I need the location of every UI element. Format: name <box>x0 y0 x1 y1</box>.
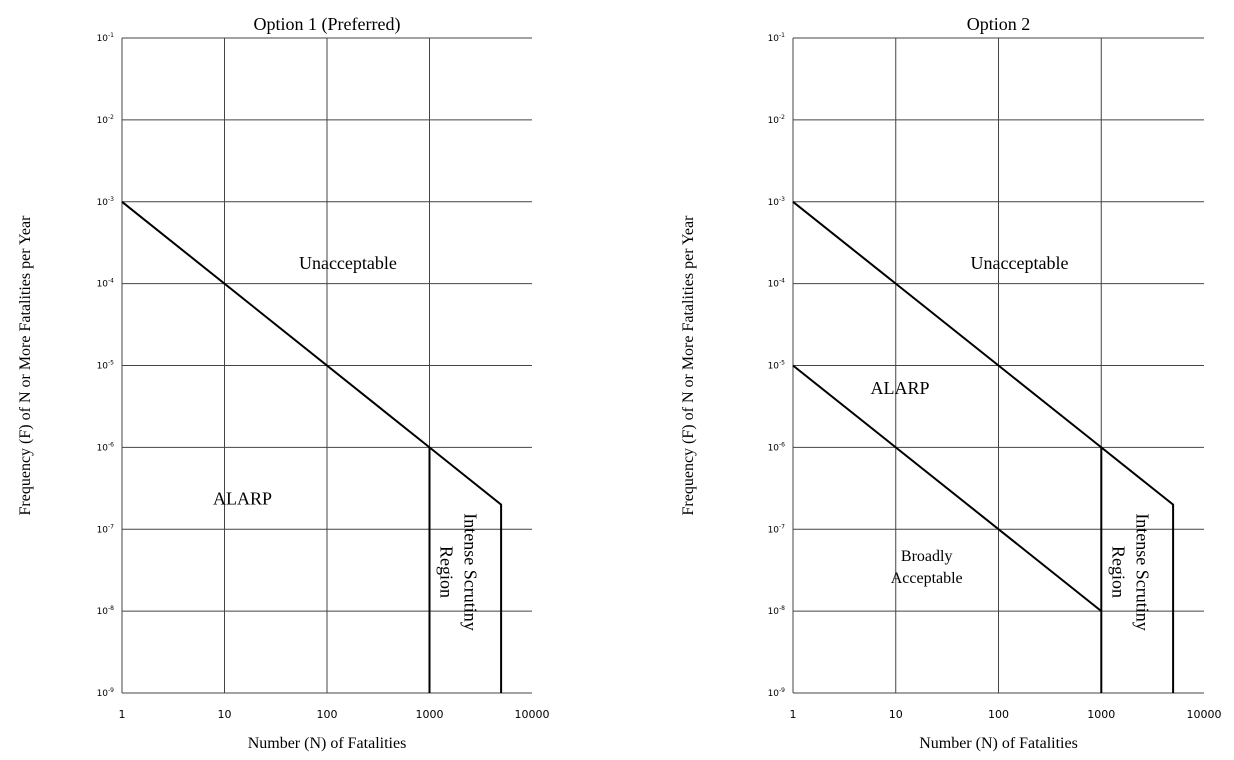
chart-2-y-axis-label: Frequency (F) of N or More Fatalities pe… <box>680 215 697 516</box>
chart-1-y-tick-label: 10-6 <box>97 441 115 453</box>
chart-1-y-axis-label: Frequency (F) of N or More Fatalities pe… <box>17 215 34 516</box>
chart-1-y-tick-label: 10-4 <box>97 278 115 290</box>
chart-1-region-intense-scrutiny-region: Intense ScrutinyRegion <box>437 513 481 630</box>
chart-2-y-tick-label: 10-6 <box>768 441 786 453</box>
chart-1-region-alarp: ALARP <box>213 489 272 509</box>
chart-1-x-tick-label: 10 <box>218 708 232 721</box>
chart-1-y-tick-label: 10-8 <box>97 605 115 617</box>
chart-2-x-axis-label: Number (N) of Fatalities <box>919 735 1078 752</box>
chart-1-x-tick-label: 10000 <box>515 708 550 721</box>
chart-2-criterion-line-1 <box>792 201 1175 693</box>
chart-2-criterion-line-2 <box>792 364 1102 612</box>
chart-1-y-tick-label: 10-2 <box>97 114 115 126</box>
chart-1-x-axis-label: Number (N) of Fatalities <box>248 735 407 752</box>
chart-2-x-tick-label: 10 <box>889 708 903 721</box>
chart-2-y-tick-label: 10-3 <box>768 196 786 208</box>
chart-2-y-tick-label: 10-5 <box>768 360 786 372</box>
chart-1-region-unacceptable: Unacceptable <box>299 253 397 273</box>
chart-1-y-tick-label: 10-5 <box>97 360 115 372</box>
chart-1-title: Option 1 (Preferred) <box>254 14 401 35</box>
chart-2-x-tick-label: 10000 <box>1187 708 1222 721</box>
chart-2-title: Option 2 <box>967 14 1031 34</box>
chart-1-x-tick-label: 100 <box>317 708 338 721</box>
chart-2-x-tick-label: 100 <box>988 708 1009 721</box>
chart-2-x-tick-label: 1 <box>790 708 797 721</box>
chart-2-y-tick-label: 10-9 <box>768 687 786 699</box>
chart-2-y-tick-label: 10-2 <box>768 114 786 126</box>
chart-1-y-tick-label: 10-3 <box>97 196 115 208</box>
chart-1-x-tick-label: 1 <box>119 708 126 721</box>
chart-2-y-tick-label: 10-4 <box>768 278 786 290</box>
chart-1-y-tick-label: 10-7 <box>97 523 115 535</box>
chart-2-x-tick-label: 1000 <box>1087 708 1115 721</box>
chart-1: 1 10 100 1000 10000 10-9 10-8 10-7 10-6 10-5 10-4 1… <box>17 14 550 752</box>
chart-2-y-tick-label: 10-8 <box>768 605 786 617</box>
chart-2-y-tick-label: 10-7 <box>768 523 786 535</box>
chart-2: 1 10 100 1000 10000 10-9 10-8 10-7 10-6 10-5 10-4 1… <box>680 14 1222 752</box>
chart-1-y-tick-label: 10-1 <box>97 32 115 44</box>
chart-2-y-tick-label: 10-1 <box>768 32 786 44</box>
chart-2-region-broadly-acceptable: Broadly Acceptable <box>891 548 963 587</box>
chart-1-x-tick-label: 1000 <box>416 708 444 721</box>
chart-1-grid <box>121 37 532 694</box>
chart-2-region-alarp: ALARP <box>870 378 929 398</box>
chart-1-y-tick-label: 10-9 <box>97 687 115 699</box>
chart-2-region-intense-scrutiny-region: Intense ScrutinyRegion <box>1108 513 1152 630</box>
chart-2-region-unacceptable: Unacceptable <box>971 253 1069 273</box>
chart-1-criterion-line-1 <box>121 201 503 693</box>
